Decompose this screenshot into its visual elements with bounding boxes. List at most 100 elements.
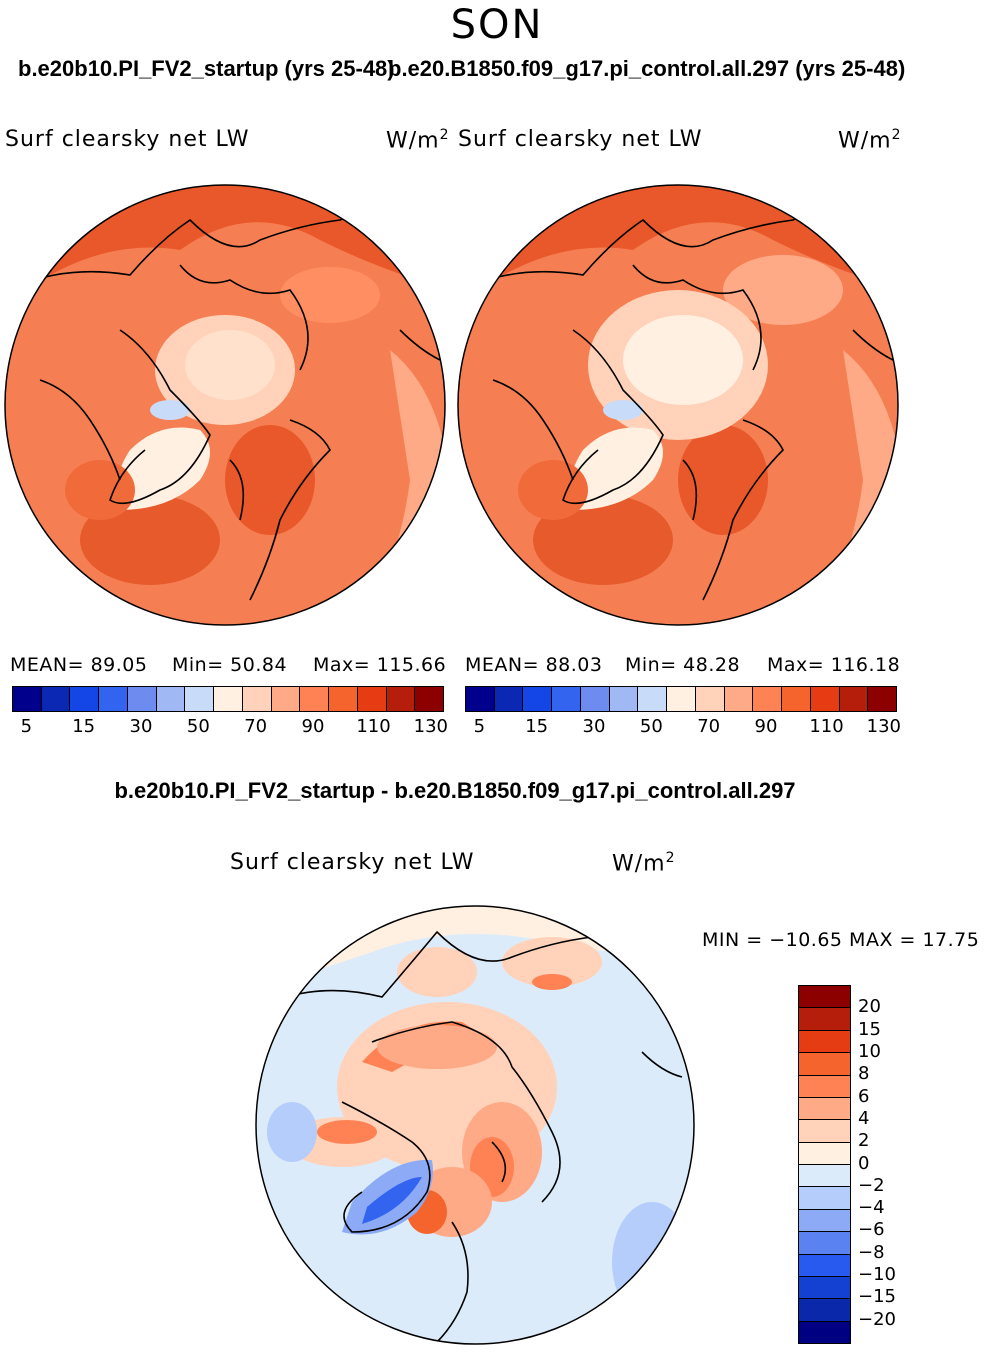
- colorbar-tick-label: 15: [525, 716, 549, 737]
- colorbar-tick-label: −15: [858, 1286, 896, 1308]
- colorbar-swatch: [494, 687, 524, 711]
- colorbar-tick-label: 130: [866, 716, 902, 737]
- colorbar-tick-label: 2: [858, 1130, 870, 1152]
- colorbar-swatch: [41, 687, 71, 711]
- mean-stat-right: MEAN= 88.03: [465, 654, 603, 676]
- colorbar-swatch: [127, 687, 157, 711]
- colorbar-swatch: [552, 687, 581, 711]
- colorbar-swatch: [609, 687, 639, 711]
- colorbar-tick-label: −6: [858, 1219, 885, 1241]
- colorbar-swatch: [70, 687, 100, 711]
- colorbar-tick-label: 20: [858, 996, 881, 1018]
- colorbar-swatch: [695, 687, 725, 711]
- mean-stat-left: MEAN= 89.05: [10, 654, 148, 676]
- colorbar-swatch: [99, 687, 128, 711]
- colorbar-tick-label: 110: [809, 716, 844, 737]
- polar-map-left: [4, 184, 446, 626]
- colorbar-tick-label: 0: [858, 1152, 870, 1174]
- colorbar-tick-label: 70: [244, 716, 268, 737]
- colorbar-left: [12, 686, 444, 712]
- colorbar-tick-label: 5: [20, 716, 33, 737]
- colorbar-tick-label: 30: [582, 716, 606, 737]
- colorbar-tick-label: 70: [697, 716, 721, 737]
- colorbar-swatch: [329, 687, 358, 711]
- colorbar-swatch: [753, 687, 783, 711]
- variable-label-right: Surf clearsky net LW: [458, 127, 703, 152]
- colorbar-swatch: [799, 1097, 850, 1121]
- colorbar-swatch: [799, 1299, 850, 1322]
- colorbar-swatch: [13, 687, 42, 711]
- colorbar-tick-label: 10: [858, 1040, 881, 1062]
- polar-map-diff: [255, 905, 695, 1345]
- colorbar-swatch: [799, 1232, 850, 1255]
- colorbar-tick-label: 110: [356, 716, 391, 737]
- colorbar-tick-label: 6: [858, 1085, 870, 1107]
- colorbar-swatch: [799, 1075, 850, 1098]
- case-title-right: b.e20.B1850.f09_g17.pi_control.all.297 (…: [388, 56, 906, 81]
- colorbar-swatch: [799, 1165, 850, 1188]
- colorbar-right: [465, 686, 897, 712]
- colorbar-tick-label: 4: [858, 1107, 870, 1129]
- colorbar-diff: [798, 985, 851, 1344]
- units-label-diff: W/m2: [612, 850, 676, 877]
- colorbar-swatch: [799, 1030, 850, 1054]
- colorbar-swatch: [799, 1187, 850, 1210]
- colorbar-swatch: [799, 1209, 850, 1233]
- colorbar-tick-label: −4: [858, 1197, 885, 1219]
- colorbar-swatch: [799, 1276, 850, 1300]
- max-stat-left: Max= 115.66: [313, 654, 447, 676]
- colorbar-swatch: [868, 687, 897, 711]
- colorbar-tick-label: 130: [413, 716, 449, 737]
- colorbar-swatch: [580, 687, 610, 711]
- colorbar-tick-label: −2: [858, 1174, 885, 1196]
- variable-label-diff: Surf clearsky net LW: [230, 850, 475, 875]
- polar-map-right: [457, 184, 899, 626]
- colorbar-tick-label: 15: [858, 1018, 881, 1040]
- variable-label-left: Surf clearsky net LW: [5, 127, 250, 152]
- colorbar-tick-label: 50: [186, 716, 210, 737]
- colorbar-swatch: [782, 687, 811, 711]
- colorbar-tick-label: 5: [473, 716, 486, 737]
- colorbar-swatch: [638, 687, 668, 711]
- max-stat-right: Max= 116.18: [767, 654, 901, 676]
- colorbar-swatch: [667, 687, 696, 711]
- colorbar-swatch: [466, 687, 495, 711]
- colorbar-tick-label: −8: [858, 1241, 885, 1263]
- colorbar-tick-label: 90: [301, 716, 325, 737]
- colorbar-swatch: [799, 1053, 850, 1076]
- colorbar-swatch: [810, 687, 840, 711]
- colorbar-tick-label: −10: [858, 1264, 896, 1286]
- units-label-right: W/m2: [838, 127, 902, 154]
- min-stat-left: Min= 50.84: [172, 654, 288, 676]
- colorbar-swatch: [799, 1008, 850, 1031]
- season-title: SON: [450, 2, 544, 48]
- colorbar-swatch: [799, 1254, 850, 1277]
- colorbar-swatch: [242, 687, 272, 711]
- colorbar-swatch: [724, 687, 754, 711]
- colorbar-tick-label: 8: [858, 1063, 870, 1085]
- min-stat-right: Min= 48.28: [625, 654, 741, 676]
- colorbar-swatch: [799, 986, 850, 1009]
- colorbar-swatch: [523, 687, 553, 711]
- colorbar-swatch: [386, 687, 416, 711]
- colorbar-swatch: [799, 1120, 850, 1143]
- colorbar-swatch: [271, 687, 301, 711]
- colorbar-swatch: [357, 687, 387, 711]
- colorbar-tick-label: 50: [639, 716, 663, 737]
- colorbar-swatch: [156, 687, 186, 711]
- colorbar-swatch: [185, 687, 215, 711]
- units-label-left: W/m2: [386, 127, 450, 154]
- case-title-left: b.e20b10.PI_FV2_startup (yrs 25-48): [18, 56, 395, 81]
- colorbar-swatch: [839, 687, 869, 711]
- colorbar-swatch: [799, 1321, 850, 1343]
- colorbar-tick-label: −20: [858, 1308, 896, 1330]
- colorbar-swatch: [300, 687, 330, 711]
- minmax-stat-diff: MIN = −10.65 MAX = 17.75: [702, 929, 980, 951]
- colorbar-tick-label: 15: [72, 716, 96, 737]
- difference-title: b.e20b10.PI_FV2_startup - b.e20.B1850.f0…: [114, 778, 796, 803]
- colorbar-tick-label: 90: [754, 716, 778, 737]
- colorbar-swatch: [214, 687, 243, 711]
- colorbar-swatch: [799, 1142, 850, 1165]
- colorbar-swatch: [415, 687, 444, 711]
- colorbar-tick-label: 30: [129, 716, 153, 737]
